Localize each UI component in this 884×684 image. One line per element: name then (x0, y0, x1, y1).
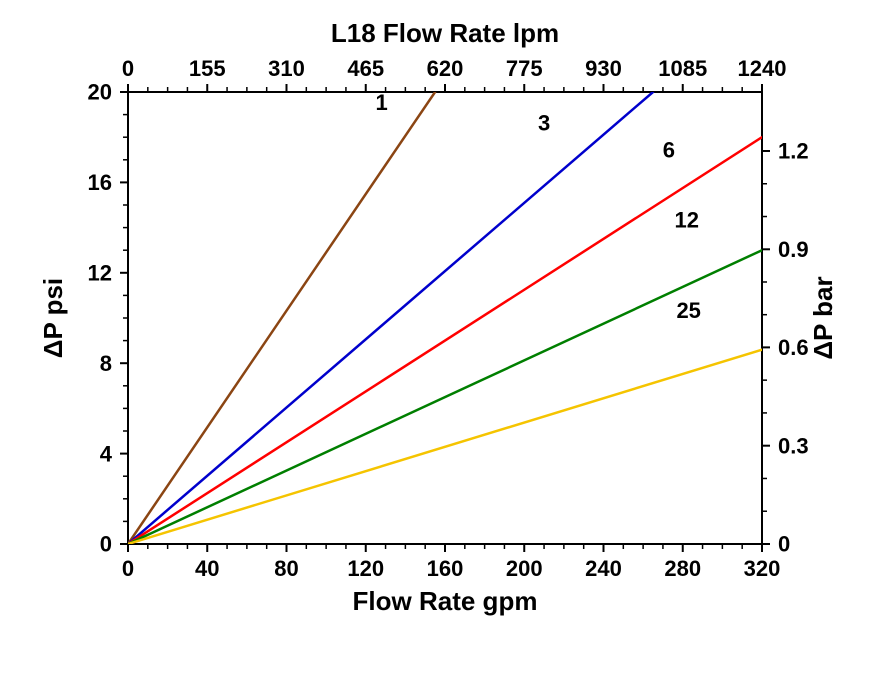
series-label-3: 3 (538, 110, 550, 135)
svg-text:8: 8 (100, 351, 112, 376)
svg-text:0: 0 (122, 56, 134, 81)
svg-text:620: 620 (427, 56, 464, 81)
series-label-25: 25 (676, 298, 700, 323)
svg-text:930: 930 (585, 56, 622, 81)
svg-text:320: 320 (744, 556, 781, 581)
svg-text:155: 155 (189, 56, 226, 81)
svg-text:40: 40 (195, 556, 219, 581)
svg-text:20: 20 (88, 80, 112, 105)
series-label-1: 1 (375, 90, 387, 115)
svg-text:0: 0 (122, 556, 134, 581)
series-label-6: 6 (663, 138, 675, 163)
svg-text:1085: 1085 (658, 56, 707, 81)
svg-text:775: 775 (506, 56, 543, 81)
svg-text:0.6: 0.6 (778, 335, 809, 360)
svg-text:200: 200 (506, 556, 543, 581)
chart-container: 04080120160200240280320Flow Rate gpm0155… (0, 0, 884, 684)
svg-text:0.3: 0.3 (778, 433, 809, 458)
svg-text:465: 465 (347, 56, 384, 81)
flow-pressure-chart: 04080120160200240280320Flow Rate gpm0155… (0, 0, 884, 684)
svg-text:310: 310 (268, 56, 305, 81)
svg-text:240: 240 (585, 556, 622, 581)
svg-text:1.2: 1.2 (778, 139, 809, 164)
svg-text:4: 4 (100, 441, 113, 466)
svg-text:280: 280 (664, 556, 701, 581)
svg-text:16: 16 (88, 170, 112, 195)
svg-text:80: 80 (274, 556, 298, 581)
svg-text:ΔP bar: ΔP bar (808, 276, 838, 359)
svg-text:0.9: 0.9 (778, 237, 809, 262)
svg-text:160: 160 (427, 556, 464, 581)
series-label-12: 12 (674, 208, 698, 233)
svg-text:12: 12 (88, 261, 112, 286)
svg-text:0: 0 (100, 532, 112, 557)
svg-text:ΔP psi: ΔP psi (38, 278, 68, 358)
svg-text:1240: 1240 (738, 56, 787, 81)
svg-text:L18 Flow Rate lpm: L18 Flow Rate lpm (331, 18, 559, 48)
svg-text:Flow Rate gpm: Flow Rate gpm (353, 586, 538, 616)
svg-text:120: 120 (347, 556, 384, 581)
svg-text:0: 0 (778, 532, 790, 557)
